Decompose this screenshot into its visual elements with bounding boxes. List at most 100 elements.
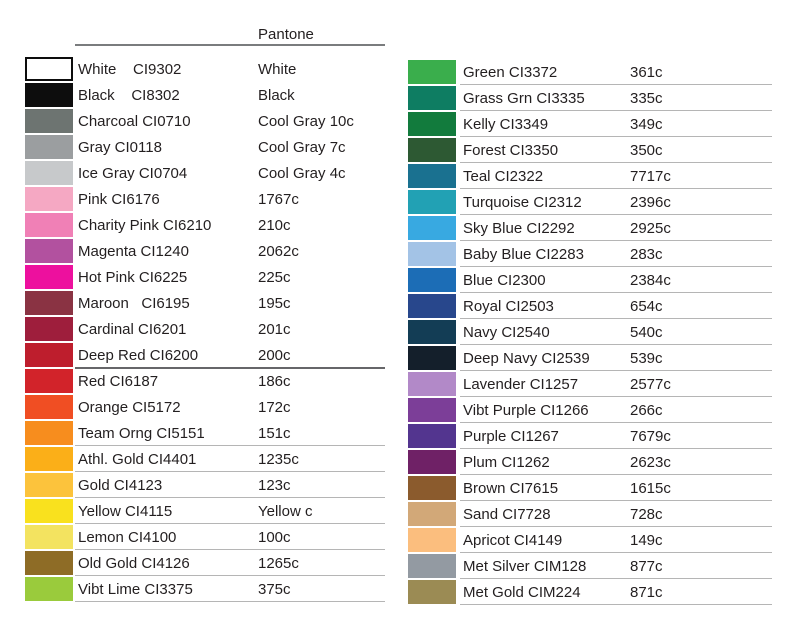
color-swatch [408,346,456,370]
color-swatch [408,268,456,292]
pantone-value: 2623c [630,454,671,471]
color-row: Pink CI6176 1767c [25,187,385,213]
pantone-value: 539c [630,350,663,367]
color-name-label: Sand CI7728 [463,506,551,523]
color-row: Purple CI1267 7679c [408,424,772,450]
color-swatch [25,83,73,107]
color-swatch [408,164,456,188]
pantone-value: 2577c [630,376,671,393]
color-name-label: Team Orng CI5151 [78,425,205,442]
color-row: Sand CI7728 728c [408,502,772,528]
color-name-label: Brown CI7615 [463,480,559,497]
pantone-value: 1615c [630,480,671,497]
pantone-value: 100c [258,529,291,546]
color-name-label: Deep Navy CI2539 [463,350,590,367]
color-row: Cardinal CI6201 201c [25,317,385,343]
pantone-value: 200c [258,347,291,364]
color-swatch [25,291,73,315]
color-name-label: Met Gold CIM224 [463,584,581,601]
color-swatch [408,450,456,474]
color-row: Met Silver CIM128 877c [408,554,772,580]
pantone-value: 1235c [258,451,299,468]
pantone-value: 283c [630,246,663,263]
color-swatch [408,528,456,552]
color-swatch [408,320,456,344]
color-name-label: Black CI8302 [78,87,180,104]
color-name-label: Charity Pink CI6210 [78,217,212,234]
color-name-label: Hot Pink CI6225 [78,269,188,286]
pantone-value: 349c [630,116,663,133]
pantone-value: Yellow c [258,503,313,520]
color-row: Brown CI7615 1615c [408,476,772,502]
color-swatch [408,580,456,604]
color-swatch [25,135,73,159]
right-color-column: Green CI3372 361c Grass Grn CI3335 335c Kell… [408,60,772,606]
color-swatch [408,372,456,396]
color-swatch [25,551,73,575]
color-name-label: Charcoal CI0710 [78,113,191,130]
color-row: Old Gold CI4126 1265c [25,551,385,577]
color-swatch [408,554,456,578]
color-name-label: Gold CI4123 [78,477,163,494]
color-name-label: Orange CI5172 [78,399,181,416]
color-name-label: Lavender CI1257 [463,376,579,393]
pantone-value: 350c [630,142,663,159]
pantone-value: 266c [630,402,663,419]
pantone-value: 2925c [630,220,671,237]
color-name-label: Gray CI0118 [78,139,162,156]
color-name-label: Navy CI2540 [463,324,550,341]
pantone-value: 2062c [258,243,299,260]
color-row: White CI9302 White [25,57,385,83]
color-row: Lavender CI1257 2577c [408,372,772,398]
color-name-label: Baby Blue CI2283 [463,246,584,263]
color-name-label: Maroon CI6195 [78,295,190,312]
color-swatch [408,216,456,240]
pantone-value: 877c [630,558,663,575]
pantone-value: 871c [630,584,663,601]
color-swatch [408,86,456,110]
color-row: Met Gold CIM224 871c [408,580,772,606]
pantone-value: 2396c [630,194,671,211]
color-swatch [25,473,73,497]
color-swatch [25,57,73,81]
color-swatch [25,499,73,523]
color-swatch [25,525,73,549]
color-swatch [408,502,456,526]
color-row: Charcoal CI0710 Cool Gray 10c [25,109,385,135]
pantone-value: 361c [630,64,663,81]
color-swatch [408,112,456,136]
pantone-column-header: Pantone [258,26,314,43]
color-row: Charity Pink CI6210 210c [25,213,385,239]
color-name-label: Lemon CI4100 [78,529,177,546]
color-row: Lemon CI4100 100c [25,525,385,551]
color-name-label: Old Gold CI4126 [78,555,190,572]
pantone-value: 225c [258,269,291,286]
color-swatch [25,447,73,471]
color-swatch [408,424,456,448]
color-swatch [25,317,73,341]
color-name-label: Pink CI6176 [78,191,160,208]
color-swatch [25,239,73,263]
pantone-value: 151c [258,425,291,442]
pantone-value: 186c [258,373,291,390]
color-row: Kelly CI3349 349c [408,112,772,138]
color-name-label: Plum CI1262 [463,454,550,471]
pantone-value: 123c [258,477,291,494]
color-row: Teal CI2322 7717c [408,164,772,190]
header-divider-line [75,44,385,46]
color-row: Blue CI2300 2384c [408,268,772,294]
color-row: Gold CI4123 123c [25,473,385,499]
color-swatch [408,294,456,318]
color-row: Deep Navy CI2539 539c [408,346,772,372]
color-row: Grass Grn CI3335 335c [408,86,772,112]
pantone-value: 1767c [258,191,299,208]
pantone-value: 1265c [258,555,299,572]
color-swatch [25,161,73,185]
color-name-label: Cardinal CI6201 [78,321,187,338]
color-swatch [408,138,456,162]
color-row: Sky Blue CI2292 2925c [408,216,772,242]
color-swatch [25,343,73,367]
color-swatch [408,60,456,84]
color-swatch [408,476,456,500]
